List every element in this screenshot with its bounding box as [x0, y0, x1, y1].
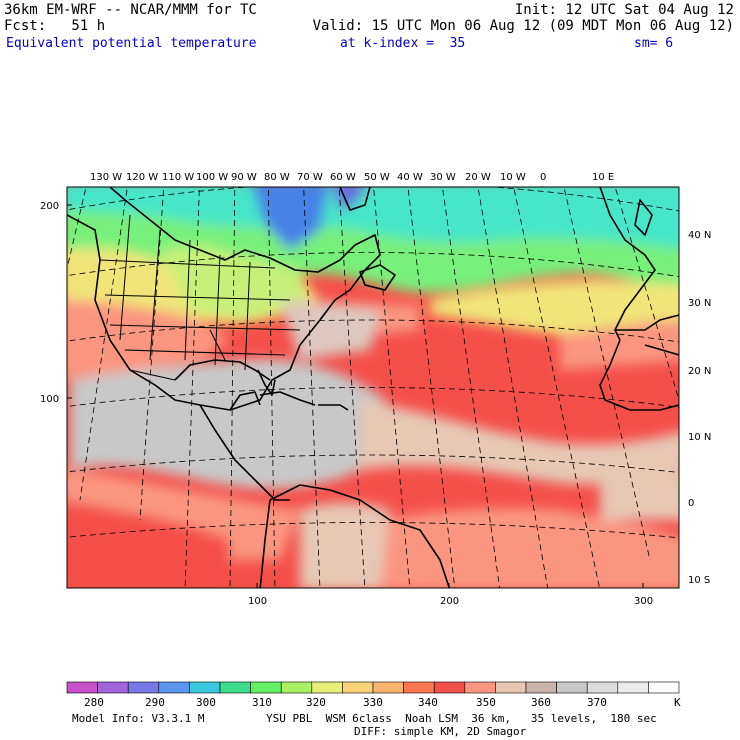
colorbar-label: 350	[476, 696, 496, 709]
smoothing: sm= 6	[634, 36, 674, 51]
lat-label: 30 N	[688, 298, 711, 309]
south-america-west	[259, 499, 271, 588]
colorbar-swatch	[495, 681, 527, 694]
colorbar-swatch	[372, 681, 404, 694]
political-borders	[99, 214, 301, 381]
colorbar-label: 280	[84, 696, 104, 709]
colorbar-swatch	[311, 681, 343, 694]
x-grid-label: 300	[634, 596, 653, 607]
gulf-coast	[174, 359, 271, 381]
valid-time: Valid: 15 UTC Mon 06 Aug 12 (09 MDT Mon …	[312, 18, 734, 34]
diffusion-info: DIFF: simple KM, 2D Smagor	[354, 725, 527, 738]
colorbar-unit: K	[674, 696, 681, 709]
lon-label: 130 W	[90, 172, 122, 183]
florida	[257, 369, 276, 396]
uk	[634, 199, 653, 236]
colorbar	[66, 681, 680, 694]
cuba	[259, 391, 316, 406]
lon-label: 120 W	[126, 172, 158, 183]
colorbar-label: 370	[587, 696, 607, 709]
init-time: Init: 12 UTC Sat 04 Aug 12	[514, 2, 734, 18]
y-grid-label: 200	[40, 201, 59, 212]
lat-labels: 40 N 30 N 20 N 10 N 0 10 S	[688, 230, 711, 586]
lon-label: 70 W	[297, 172, 323, 183]
model-info: Model Info: V3.3.1 M	[72, 712, 205, 725]
colorbar-label: 360	[531, 696, 551, 709]
x-grid-label: 100	[248, 596, 267, 607]
colorbar-label: 300	[196, 696, 216, 709]
hispaniola	[318, 404, 349, 411]
colorbar-swatch	[556, 681, 588, 694]
lon-labels: 130 W 120 W 110 W 100 W 90 W 80 W 70 W 6…	[90, 172, 614, 183]
map-frame	[66, 186, 680, 589]
colorbar-labels: 280 290 300 310 320 330 340 350 360 370 …	[84, 696, 681, 709]
central-america	[199, 404, 290, 501]
lon-label: 30 W	[430, 172, 456, 183]
lon-label: 90 W	[231, 172, 257, 183]
lat-label: 10 S	[688, 575, 710, 586]
colorbar-swatch	[219, 681, 251, 694]
lat-label: 0	[688, 498, 694, 509]
newfoundland	[359, 264, 396, 291]
graticule	[67, 187, 679, 588]
field-name: Equivalent potential temperature	[6, 36, 257, 51]
colorbar-swatch	[403, 681, 435, 694]
lon-label: 50 W	[364, 172, 390, 183]
colorbar-swatch	[648, 681, 680, 694]
lat-label: 40 N	[688, 230, 711, 241]
colorbar-swatch	[433, 681, 466, 694]
colorbar-label: 320	[306, 696, 326, 709]
greenland	[339, 187, 371, 211]
iberia	[615, 314, 679, 331]
lon-label: 110 W	[162, 172, 194, 183]
colorbar-label: 340	[418, 696, 438, 709]
colorbar-swatch	[342, 681, 374, 694]
lon-label: 60 W	[330, 172, 356, 183]
x-grid-label: 200	[440, 596, 459, 607]
colorbar-label: 330	[363, 696, 383, 709]
colorbar-swatch	[66, 681, 98, 694]
lon-label: 0	[540, 172, 546, 183]
africa-interior	[644, 344, 679, 356]
grid-labels: 200 100 100 200 300	[40, 201, 653, 607]
level-index: at k-index = 35	[340, 36, 466, 51]
lon-label: 10 E	[592, 172, 614, 183]
south-america-coast	[269, 484, 451, 588]
colorbar-swatch	[189, 681, 221, 694]
colorbar-swatch	[586, 681, 619, 694]
colorbar-label: 290	[145, 696, 165, 709]
colorbar-label: 310	[252, 696, 272, 709]
colorbar-swatch	[464, 681, 496, 694]
lat-label: 20 N	[688, 366, 711, 377]
colorbar-swatch	[97, 681, 129, 694]
north-america-coast	[67, 187, 381, 411]
colorbar-swatch	[158, 681, 190, 694]
coastlines	[67, 187, 679, 588]
colorbar-swatch	[617, 681, 649, 694]
model-title: 36km EM-WRF -- NCAR/MMM for TC	[4, 2, 257, 18]
africa-coast	[599, 339, 679, 411]
lon-label: 80 W	[264, 172, 290, 183]
forecast-hour: Fcst: 51 h	[4, 18, 106, 34]
yucatan	[229, 391, 261, 411]
physics-info: YSU PBL WSM 6class Noah LSM 36 km, 35 le…	[266, 712, 657, 725]
lon-label: 20 W	[465, 172, 491, 183]
colorbar-swatch	[250, 681, 282, 694]
europe-coast	[599, 187, 656, 341]
colorbar-swatch	[280, 681, 313, 694]
colorbar-swatch	[127, 681, 160, 694]
lat-label: 10 N	[688, 432, 711, 443]
lon-label: 10 W	[500, 172, 526, 183]
colorbar-swatch	[525, 681, 557, 694]
lon-label: 100 W	[196, 172, 228, 183]
y-grid-label: 100	[40, 394, 59, 405]
lon-label: 40 W	[397, 172, 423, 183]
